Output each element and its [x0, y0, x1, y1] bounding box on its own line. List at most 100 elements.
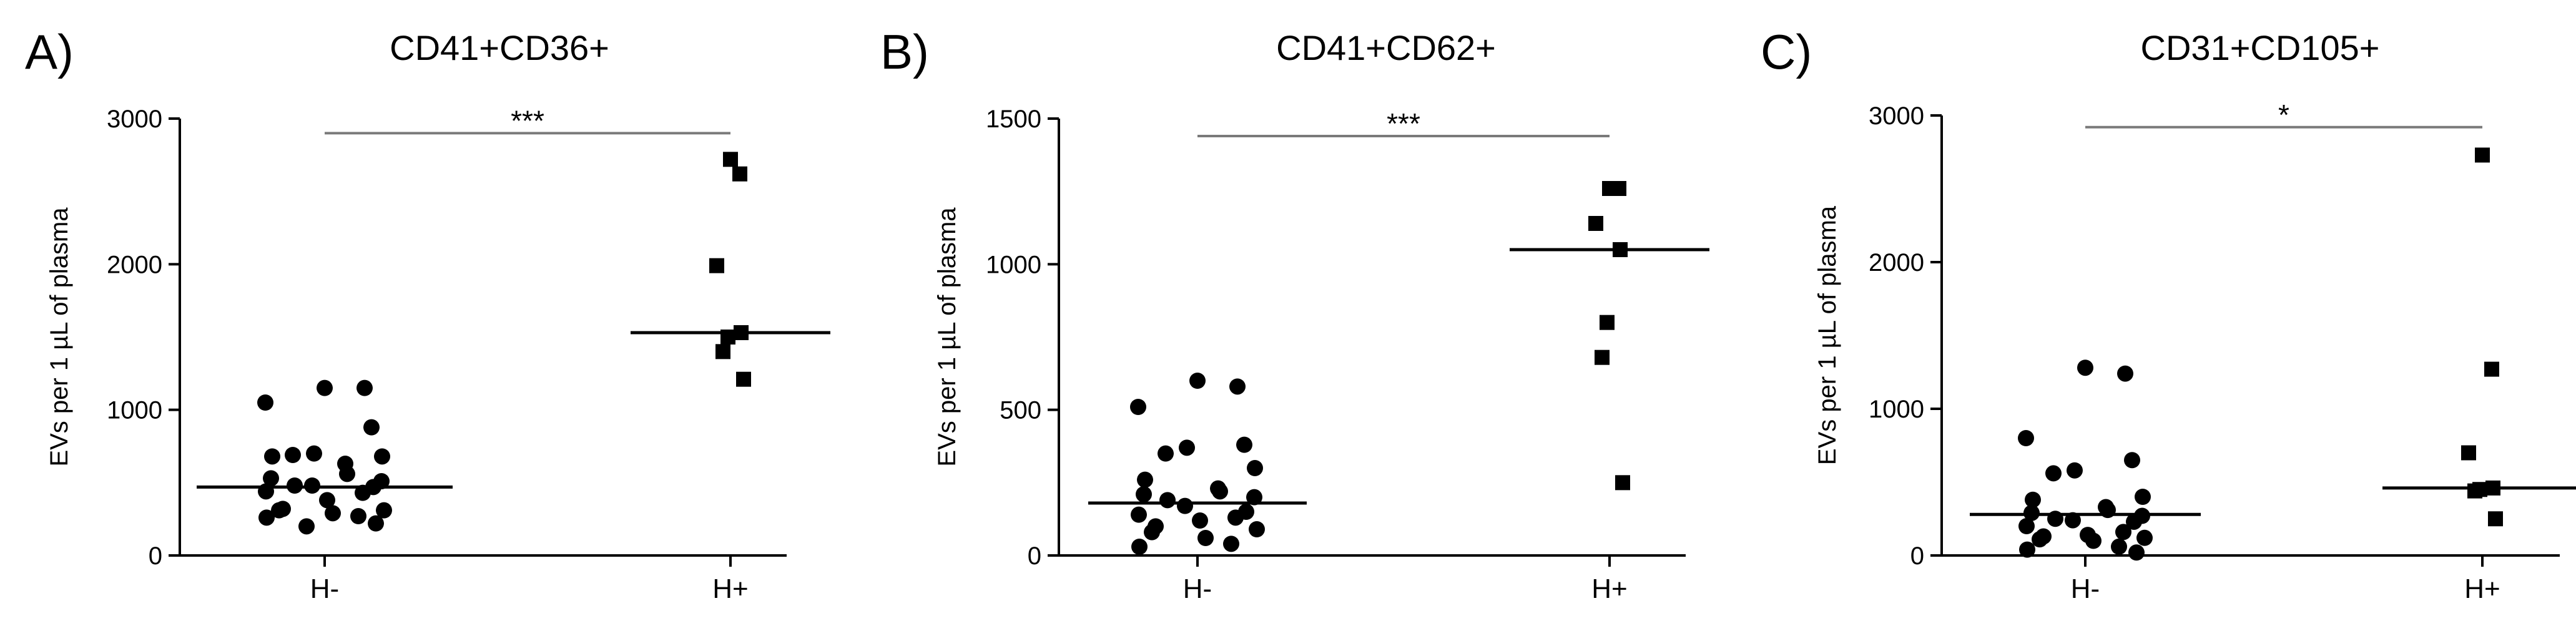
data-point-H+ [1611, 181, 1626, 196]
x-tick-label: H+ [2464, 574, 2500, 604]
data-point-H- [1177, 497, 1193, 514]
data-point-H- [2065, 512, 2081, 529]
chart-panel-1: A) CD41+CD36+ EVs per 1 µL of plasma 0 1000 2… [25, 24, 830, 604]
data-point-H- [2018, 430, 2034, 446]
data-point-H- [2045, 465, 2062, 482]
data-point-H- [1144, 524, 1160, 540]
data-point-H- [2085, 532, 2102, 549]
data-point-H- [2077, 359, 2093, 376]
data-point-H- [363, 419, 380, 436]
data-point-H- [1130, 399, 1146, 415]
chart-title: CD41+CD36+ [390, 28, 609, 67]
y-tick-label: 2000 [107, 251, 162, 278]
data-point-H- [1131, 506, 1147, 523]
data-point-H- [350, 508, 366, 524]
x-tick-label: H+ [712, 574, 748, 604]
data-point-H+ [2475, 147, 2490, 163]
data-point-H- [339, 466, 355, 482]
data-point-H- [2128, 544, 2145, 561]
x-tick-label: H+ [1591, 574, 1627, 604]
data-point-H+ [1615, 475, 1630, 491]
data-point-H- [2117, 365, 2133, 382]
y-tick-label: 500 [1000, 397, 1041, 424]
data-point-H- [306, 445, 322, 462]
data-point-H- [1192, 512, 1208, 529]
panel-label: B) [880, 24, 929, 79]
y-tick-label: 1000 [107, 397, 162, 424]
x-tick-label: H- [1183, 574, 1212, 604]
y-axis-label: EVs per 1 µL of plasma [933, 207, 961, 467]
y-tick-label: 1000 [986, 251, 1041, 278]
data-point-H- [1236, 436, 1252, 453]
data-point-H- [2067, 462, 2083, 479]
data-point-H- [2025, 491, 2041, 508]
data-point-H- [257, 394, 273, 411]
data-point-H+ [709, 258, 724, 273]
data-point-H- [263, 470, 279, 487]
data-point-H- [271, 502, 287, 519]
data-point-H- [1246, 489, 1262, 506]
y-tick-label: 0 [1910, 542, 1924, 570]
y-tick-label: 0 [149, 542, 162, 570]
data-point-H+ [2488, 511, 2503, 527]
x-tick-label: H- [310, 574, 339, 604]
data-point-H- [1189, 373, 1206, 389]
data-point-H- [2019, 541, 2035, 558]
data-point-H- [264, 448, 280, 465]
data-point-H- [2136, 529, 2153, 546]
x-tick-label: H- [2071, 574, 2100, 604]
data-point-H+ [732, 166, 747, 182]
chart-panel-3: C) CD31+CD105+ EVs per 1 µL of plasma 0 1000… [1761, 24, 2576, 604]
y-axis-label: EVs per 1 µL of plasma [46, 207, 73, 467]
data-point-H- [325, 505, 341, 522]
data-point-H+ [2461, 445, 2476, 461]
chart-title: CD41+CD62+ [1276, 28, 1496, 67]
data-point-H- [376, 502, 392, 519]
data-point-H- [1137, 471, 1153, 488]
chart-title: CD31+CD105+ [2141, 28, 2380, 67]
data-point-H- [2115, 524, 2131, 540]
data-point-H- [355, 484, 371, 501]
y-tick-label: 3000 [1869, 102, 1924, 130]
data-point-H- [1158, 445, 1174, 462]
data-point-H- [356, 379, 373, 396]
data-point-H- [258, 509, 275, 526]
data-point-H- [1159, 492, 1176, 509]
y-tick-label: 1000 [1869, 396, 1924, 423]
data-point-H- [368, 515, 384, 532]
data-point-H- [317, 379, 333, 396]
chart-panel-2: B) CD41+CD62+ EVs per 1 µL of plasma 0 500 10… [880, 24, 1709, 604]
data-point-H- [2135, 489, 2151, 505]
data-point-H+ [723, 152, 738, 167]
data-point-H- [1179, 439, 1195, 456]
y-tick-label: 3000 [107, 105, 162, 133]
data-point-H- [1223, 535, 1239, 552]
significance-label: *** [1387, 107, 1420, 140]
y-tick-label: 1500 [986, 105, 1041, 133]
data-point-H- [1249, 521, 1265, 537]
data-point-H- [2018, 518, 2035, 534]
data-point-H+ [1595, 350, 1610, 365]
y-tick-label: 0 [1028, 542, 1041, 570]
data-point-H+ [1600, 315, 1615, 330]
data-point-H- [2111, 538, 2127, 555]
data-point-H- [285, 447, 301, 463]
data-point-H- [2126, 513, 2142, 530]
panel-label: C) [1761, 24, 1812, 79]
data-point-H+ [2467, 483, 2482, 499]
data-point-H- [1131, 539, 1148, 555]
data-point-H- [1247, 460, 1263, 476]
data-point-H+ [736, 371, 751, 387]
data-point-H- [319, 492, 335, 509]
significance-label: * [2278, 99, 2289, 131]
panel-label: A) [25, 24, 74, 79]
data-point-H- [1136, 486, 1152, 502]
data-point-H+ [1588, 216, 1603, 231]
y-axis-label: EVs per 1 µL of plasma [1814, 205, 1841, 465]
significance-label: *** [511, 104, 544, 137]
data-point-H+ [2484, 361, 2499, 377]
data-point-H- [2124, 452, 2140, 469]
data-point-H+ [715, 344, 730, 359]
data-point-H- [1227, 509, 1244, 526]
